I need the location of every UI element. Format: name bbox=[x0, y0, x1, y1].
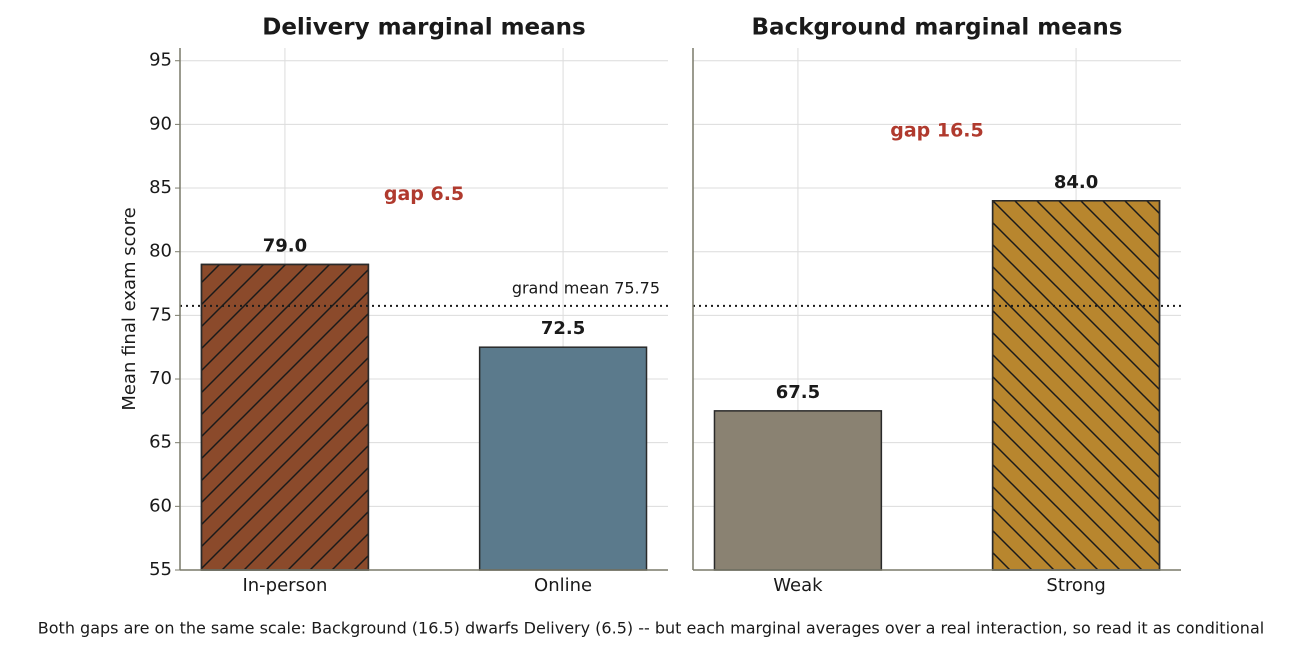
gap-annotation: gap 6.5 bbox=[384, 183, 464, 205]
bar-hatch bbox=[200, 263, 370, 571]
gap-annotation: gap 16.5 bbox=[890, 119, 984, 141]
caption: Both gaps are on the same scale: Backgro… bbox=[38, 619, 1264, 638]
y-tick-label: 65 bbox=[149, 432, 172, 453]
x-tick-label: In-person bbox=[242, 575, 327, 596]
value-label: 79.0 bbox=[263, 235, 307, 256]
reference-label: grand mean 75.75 bbox=[512, 278, 660, 297]
bar bbox=[713, 410, 883, 571]
value-label: 84.0 bbox=[1054, 172, 1098, 193]
y-tick-label: 95 bbox=[149, 50, 172, 71]
bar-hatch bbox=[991, 200, 1161, 571]
value-label: 67.5 bbox=[776, 382, 820, 403]
chart-title: Delivery marginal means bbox=[262, 15, 586, 41]
y-tick-label: 80 bbox=[149, 241, 172, 262]
bar bbox=[478, 346, 648, 571]
y-tick-label: 85 bbox=[149, 177, 172, 198]
y-tick-label: 75 bbox=[149, 304, 172, 325]
value-label: 72.5 bbox=[541, 318, 585, 339]
y-tick-label: 90 bbox=[149, 113, 172, 134]
y-axis-label: Mean final exam score bbox=[119, 207, 140, 410]
x-tick-label: Online bbox=[534, 575, 592, 596]
x-tick-label: Weak bbox=[773, 575, 823, 596]
y-tick-label: 55 bbox=[149, 559, 172, 580]
x-tick-label: Strong bbox=[1046, 575, 1105, 596]
y-tick-label: 60 bbox=[149, 495, 172, 516]
chart-title: Background marginal means bbox=[752, 15, 1123, 41]
y-tick-label: 70 bbox=[149, 368, 172, 389]
